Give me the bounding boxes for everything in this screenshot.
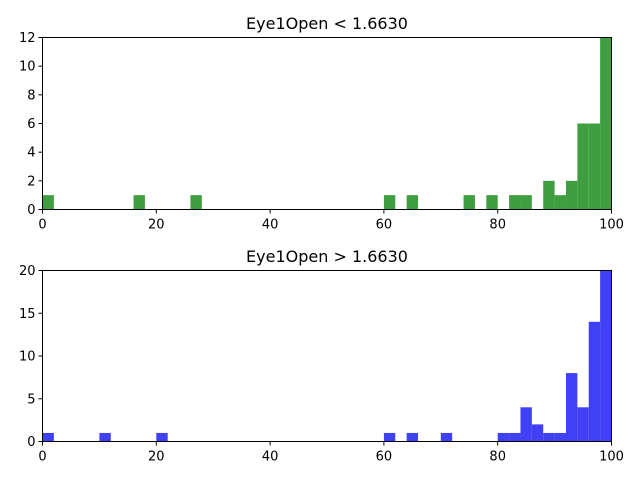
histogram-bar (565, 180, 578, 210)
histogram-bar (383, 195, 396, 210)
y-tick-label: 2 (27, 174, 35, 189)
x-tick-label: 0 (38, 450, 46, 465)
y-tick-label: 8 (27, 88, 35, 103)
histogram-bar (600, 270, 612, 442)
histogram-bar (486, 195, 498, 210)
bar-group (42, 270, 612, 442)
x-tick-label: 60 (376, 218, 393, 233)
y-tick-label: 5 (27, 392, 35, 407)
y-tick-label: 12 (19, 31, 36, 46)
plot-frame (42, 270, 612, 442)
histogram-bar (383, 432, 396, 442)
histogram-bar (440, 432, 453, 442)
y-tick-label: 15 (19, 307, 36, 322)
histogram-bar (406, 432, 419, 442)
histogram-bar (463, 195, 475, 210)
histogram-bar (588, 321, 601, 442)
histogram-bar (133, 195, 145, 210)
y-tick-label: 10 (19, 60, 36, 75)
chart-eye1open-below: Eye1Open < 1.6630 0 20 40 60 80 100 0 2 4 6 8 10 12 (19, 14, 624, 233)
histogram-bar (577, 407, 589, 442)
histogram-bar (406, 195, 419, 210)
histogram-bar (42, 195, 54, 210)
y-tick-label: 0 (27, 435, 35, 450)
x-tick-label: 20 (148, 450, 165, 465)
x-tick-label: 40 (262, 450, 279, 465)
histogram-bar (156, 432, 168, 442)
y-tick-label: 0 (27, 203, 35, 218)
y-tick-label: 20 (19, 264, 36, 279)
histogram-bar (600, 37, 612, 210)
histogram-bar (509, 432, 521, 442)
y-tick-label: 10 (19, 350, 36, 365)
y-tick-label: 4 (27, 146, 35, 161)
tick-group: 0 20 40 60 80 100 0 2 4 6 8 10 12 (19, 31, 624, 233)
chart-title: Eye1Open < 1.6630 (246, 14, 408, 33)
histogram-bar (577, 123, 589, 210)
plot-frame (42, 37, 612, 210)
x-tick-label: 20 (148, 218, 165, 233)
histogram-bar (565, 373, 578, 442)
histogram-bar (543, 180, 555, 210)
histogram-bar (99, 432, 111, 442)
tick-group: 0 20 40 60 80 100 0 5 10 15 20 (19, 264, 624, 465)
chart-eye1open-above: Eye1Open > 1.6630 0 20 40 60 80 100 0 5 10 15 20 (19, 247, 624, 465)
x-tick-label: 80 (489, 218, 506, 233)
x-tick-label: 100 (599, 450, 624, 465)
histogram-bar (588, 123, 601, 210)
histogram-bar (531, 424, 544, 442)
histogram-bar (543, 432, 555, 442)
histogram-bar (554, 432, 566, 442)
histogram-bar (520, 407, 532, 442)
histogram-bar (520, 195, 532, 210)
histogram-bar (42, 432, 54, 442)
bar-group (42, 37, 612, 210)
histogram-bar (190, 195, 202, 210)
histogram-bar (509, 195, 521, 210)
histogram-bar (554, 195, 566, 210)
x-tick-label: 60 (376, 450, 393, 465)
y-tick-label: 6 (27, 117, 35, 132)
x-tick-label: 0 (38, 218, 46, 233)
histogram-bar (497, 432, 510, 442)
x-tick-label: 100 (599, 218, 624, 233)
x-tick-label: 80 (489, 450, 506, 465)
chart-title: Eye1Open > 1.6630 (246, 247, 408, 266)
x-tick-label: 40 (262, 218, 279, 233)
